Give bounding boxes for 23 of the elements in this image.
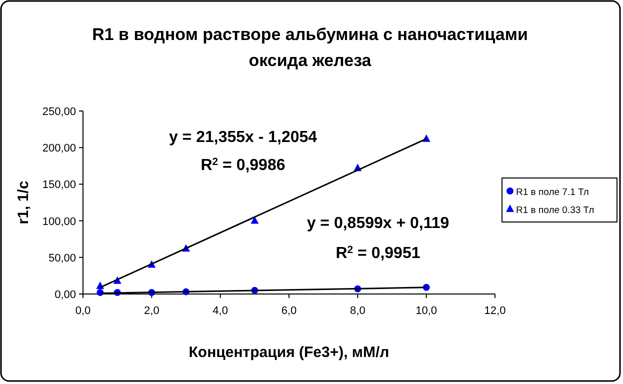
y-tick-label: 150,00 [42, 179, 76, 192]
x-tick-label: 4,0 [212, 305, 228, 317]
x-tick-label: 12,0 [484, 305, 506, 317]
x-tick-label: 10,0 [416, 305, 438, 317]
annotation: R$^{2}$ = 0,9986 [200, 156, 286, 174]
point [250, 216, 259, 224]
x-tick-label: 0,0 [75, 305, 91, 317]
x-tick-label: 2,0 [144, 305, 160, 317]
annotation: R$^{2}$ = 0,9951 [336, 244, 420, 262]
y-axis-title: r1, 1/с [15, 180, 32, 224]
y-tick-label: 50,00 [48, 252, 76, 264]
x-tick-label: 6,0 [281, 305, 297, 317]
y-tick-label: 0,00 [54, 289, 76, 301]
y-tick-label: 200,00 [42, 142, 76, 155]
legend-label: R1 в поле 7.1 Тл [516, 187, 589, 198]
chart-title: R1 в водном растворе альбумина с наночастицами оксида железа [92, 25, 528, 70]
annotation: y = 0,8599x + 0,119 [306, 215, 450, 232]
y-tick-label: 100,00 [42, 216, 76, 228]
annotation: y = 21,355x - 1,2054 [168, 129, 318, 146]
x-axis-title: Концентрация (Fe3+), мМ/л [188, 344, 390, 361]
legend-label: R1 в поле 0.33 Тл [516, 205, 594, 216]
x-tick-label: 8,0 [350, 305, 366, 317]
y-tick-label: 250,00 [42, 106, 76, 118]
